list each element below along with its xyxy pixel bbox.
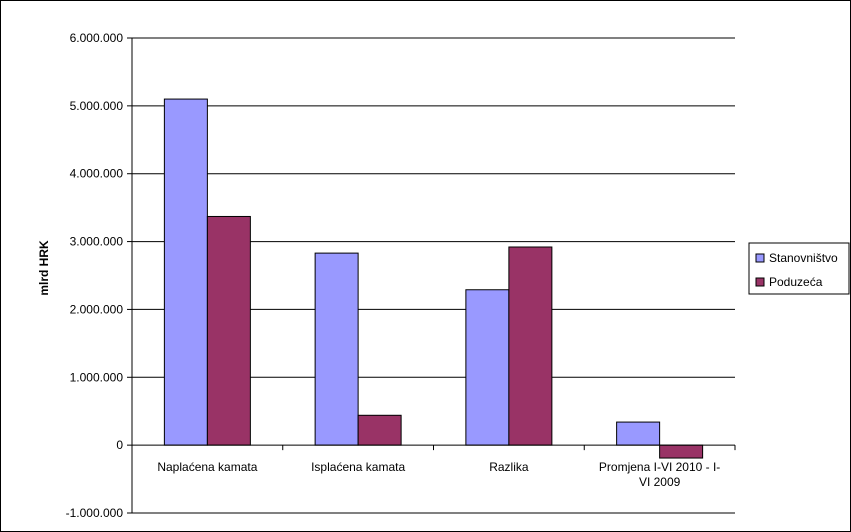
legend-swatch [755,277,765,287]
legend-label: Poduzeća [769,275,823,289]
y-tick-label: 6.000.000 [70,31,124,45]
legend: Stanovništvo Poduzeća [748,242,850,295]
bar-poduzeca [508,246,553,446]
x-axis-categories: Naplaćena kamata Isplaćena kamata Razlika P… [157,460,720,489]
bar-stanovnistvo [314,252,359,446]
bar-stanovnistvo [465,289,510,446]
y-tick-label: 5.000.000 [70,99,124,113]
y-axis-ticks: 6.000.000 5.000.000 4.000.000 3.000.000 2.00… [66,31,132,520]
axes [131,38,736,513]
bar-poduzeca [659,444,704,459]
legend-label: Stanovništvo [769,251,838,265]
y-tick-label: 2.000.000 [70,302,124,316]
y-tick-label: -1.000.000 [66,506,124,520]
y-tick-label: 1.000.000 [70,370,124,384]
legend-swatch [755,253,765,263]
x-category-label: VI 2009 [639,475,681,489]
y-tick-label: 0 [116,438,123,452]
x-category-label: Naplaćena kamata [157,460,257,474]
y-axis-label: mlrd HRK [37,240,51,296]
x-category-label: Razlika [489,460,529,474]
bars [163,98,704,459]
x-category-label: Isplaćena kamata [311,460,405,474]
y-tick-label: 3.000.000 [70,235,124,249]
x-category-label: Promjena I-VI 2010 - I- [599,460,720,474]
bar-stanovnistvo [616,421,661,446]
bar-stanovnistvo [163,98,208,446]
y-tick-label: 4.000.000 [70,167,124,181]
bar-poduzeca [206,215,251,446]
legend-box [748,242,850,295]
bar-poduzeca [357,414,402,446]
